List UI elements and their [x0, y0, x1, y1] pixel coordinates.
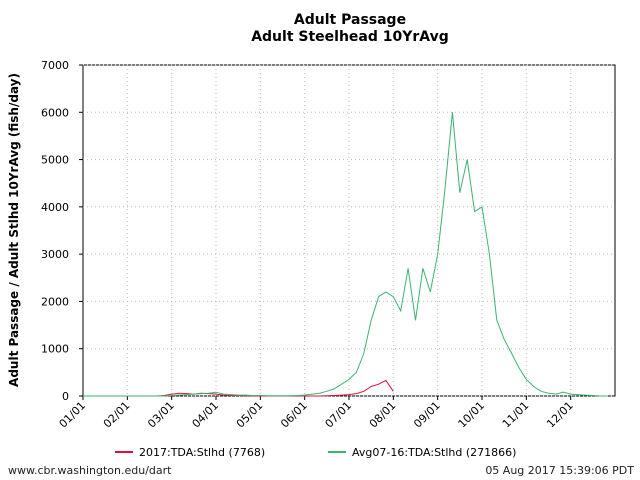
x-tick-label: 12/01	[544, 399, 576, 431]
plot-area	[82, 64, 616, 397]
x-tick-label: 11/01	[500, 399, 532, 431]
x-tick-label: 01/01	[57, 399, 89, 431]
y-tick-label: 7000	[41, 59, 69, 72]
y-tick-label: 4000	[41, 201, 69, 214]
legend-label: 2017:TDA:Stlhd (7768)	[139, 446, 265, 459]
y-tick-label: 3000	[41, 248, 69, 261]
x-tick-label: 06/01	[278, 399, 310, 431]
x-tick-label: 08/01	[367, 399, 399, 431]
series-line	[83, 112, 608, 397]
series-line	[156, 379, 394, 397]
legend-label: Avg07-16:TDA:Stlhd (271866)	[352, 446, 516, 459]
chart-title: Adult Passage	[294, 12, 406, 28]
x-tick-label: 02/01	[101, 399, 133, 431]
x-tick-label: 04/01	[190, 399, 222, 431]
x-tick-label: 07/01	[323, 399, 355, 431]
x-tick-label: 09/01	[411, 399, 443, 431]
y-tick-label: 6000	[41, 106, 69, 119]
timestamp: 05 Aug 2017 15:39:06 PDT	[485, 464, 634, 477]
y-axis-label: Adult Passage / Adult Stlhd 10YrAvg (fis…	[7, 73, 21, 387]
y-tick-label: 0	[62, 390, 69, 403]
chart-subtitle: Adult Steelhead 10YrAvg	[251, 29, 449, 45]
y-tick-label: 5000	[41, 154, 69, 167]
y-tick-label: 2000	[41, 295, 69, 308]
x-tick-label: 10/01	[456, 399, 488, 431]
source: www.cbr.washington.edu/dart	[8, 464, 172, 477]
x-tick-label: 05/01	[234, 399, 266, 431]
y-tick-label: 1000	[41, 343, 69, 356]
x-tick-label: 03/01	[145, 399, 177, 431]
